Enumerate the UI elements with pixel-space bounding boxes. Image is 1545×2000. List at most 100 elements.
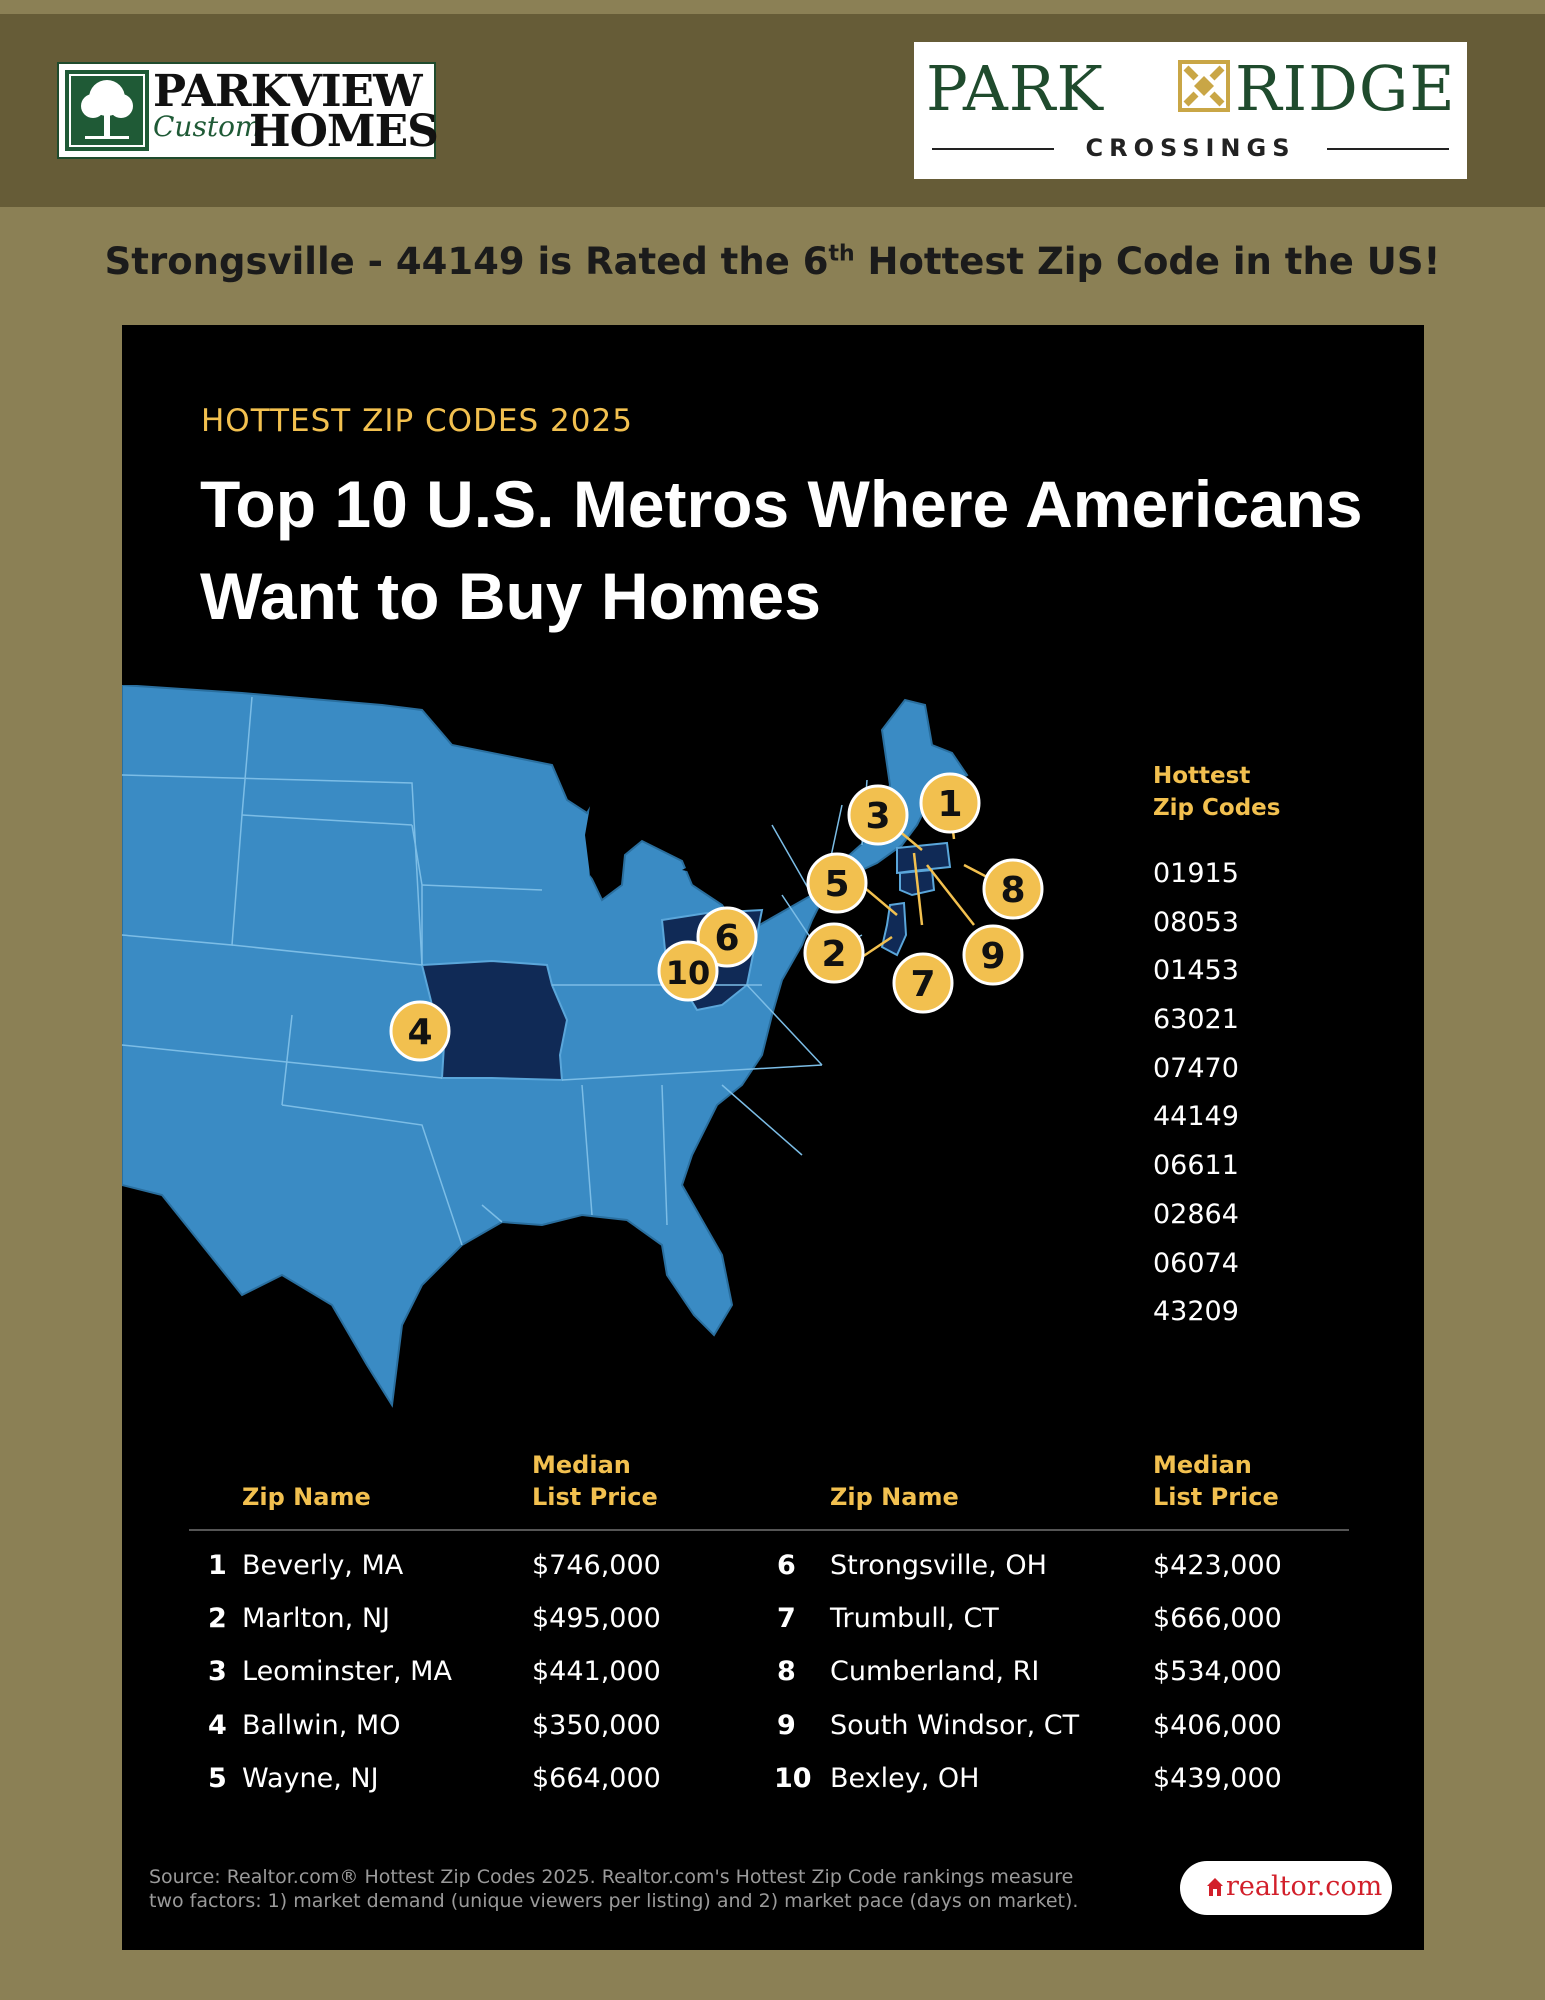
row-name: Marlton, NJ	[242, 1603, 390, 1634]
row-rank: 9	[777, 1710, 796, 1741]
row-rank: 10	[774, 1763, 812, 1794]
rank-marker-7: 7	[892, 952, 954, 1014]
rank-marker-2: 2	[803, 922, 865, 984]
logo-word-crossings: CROSSINGS	[1085, 134, 1296, 162]
rank-marker-label: 5	[824, 864, 849, 905]
rank-marker-circle	[696, 906, 758, 968]
row-price: $666,000	[1153, 1603, 1282, 1634]
zip-code-item: 07470	[1153, 1052, 1239, 1084]
row-price: $406,000	[1153, 1710, 1282, 1741]
zip-code-item: 43209	[1153, 1296, 1239, 1328]
marker-leader-2	[861, 935, 893, 959]
rank-marker-6: 6	[696, 906, 758, 968]
row-rank: 5	[208, 1763, 227, 1794]
row-name: Leominster, MA	[242, 1656, 452, 1687]
row-name: Strongsville, OH	[830, 1550, 1047, 1581]
row-rank: 6	[777, 1550, 796, 1581]
row-price: $423,000	[1153, 1550, 1282, 1581]
realtor-logo: realtor.com	[1180, 1861, 1392, 1915]
rank-marker-label: 7	[910, 964, 935, 1005]
row-rank: 7	[777, 1603, 796, 1634]
source-line-1: Source: Realtor.com® Hottest Zip Codes 2…	[149, 1866, 1074, 1888]
row-name: Cumberland, RI	[830, 1656, 1040, 1687]
logo-rule-right	[1327, 148, 1449, 150]
row-rank: 1	[208, 1550, 227, 1581]
lake-erie	[682, 845, 762, 875]
logo-word-parkview: PARKVIEW	[153, 66, 423, 117]
zip-code-item: 02864	[1153, 1198, 1239, 1230]
lake-superior	[452, 730, 562, 750]
rank-marker-circle	[803, 922, 865, 984]
table-header-price-left: Median List Price	[532, 1449, 658, 1513]
logo-word-park: PARK	[926, 52, 1104, 125]
row-price: $534,000	[1153, 1656, 1282, 1687]
row-rank: 8	[777, 1656, 796, 1687]
row-price: $746,000	[532, 1550, 661, 1581]
table-divider	[189, 1529, 1349, 1531]
rank-marker-circle	[919, 772, 981, 834]
marker-leader-9	[926, 864, 975, 926]
table-header-price-line-2: List Price	[532, 1483, 658, 1511]
table-header-price-right: Median List Price	[1153, 1449, 1279, 1513]
rank-marker-9: 9	[962, 924, 1024, 986]
rank-marker-label: 2	[821, 934, 846, 975]
rank-marker-5: 5	[806, 852, 868, 914]
markers-layer: 1 2 3 4 5 6 7 8 9 10	[389, 772, 1044, 1062]
lake-michigan	[585, 785, 614, 890]
table-header-price-line-1: Median	[1153, 1451, 1252, 1479]
us-map	[122, 685, 969, 1408]
rank-marker-label: 8	[1000, 870, 1025, 911]
rank-marker-4: 4	[389, 1000, 451, 1062]
row-name: Bexley, OH	[830, 1763, 980, 1794]
legend-title-line-2: Zip Codes	[1153, 795, 1281, 821]
rank-marker-circle	[806, 852, 868, 914]
source-note: Source: Realtor.com® Hottest Zip Codes 2…	[149, 1865, 1149, 1913]
table-header-price-line-2: List Price	[1153, 1483, 1279, 1511]
marker-leader-7	[912, 852, 924, 926]
logo-word-homes: HOMES	[249, 106, 439, 157]
infographic-title: Top 10 U.S. Metros Where Americans Want …	[200, 467, 1363, 633]
logo-rule-left	[932, 148, 1054, 150]
rank-marker-8: 8	[982, 858, 1044, 920]
zip-code-item: 06611	[1153, 1150, 1239, 1182]
page-headline: Strongsville - 44149 is Rated the 6th Ho…	[0, 240, 1545, 283]
table-header-price-line-1: Median	[532, 1451, 631, 1479]
row-name: Trumbull, CT	[830, 1603, 999, 1634]
logo-word-custom: Custom	[153, 110, 262, 143]
crossed-square-icon	[1178, 60, 1230, 112]
rank-marker-circle	[892, 952, 954, 1014]
zip-code-item: 08053	[1153, 906, 1239, 938]
table-header-zip-right: Zip Name	[830, 1483, 959, 1511]
rank-marker-circle	[389, 1000, 451, 1062]
tree-icon	[65, 70, 149, 151]
rank-marker-label: 3	[865, 796, 890, 837]
rank-marker-10: 10	[657, 940, 719, 1002]
zip-code-list: 01915 08053 01453 63021 07470 44149 0661…	[1153, 850, 1239, 1337]
top-border	[0, 0, 1545, 14]
headline-superscript: th	[828, 241, 855, 267]
infographic-panel: HOTTEST ZIP CODES 2025 Top 10 U.S. Metro…	[122, 325, 1424, 1950]
zip-code-item: 01453	[1153, 955, 1239, 987]
table-header-zip-left: Zip Name	[242, 1483, 371, 1511]
park-ridge-crossings-logo: PARK RIDGE CROSSINGS	[914, 42, 1467, 179]
zip-code-item: 63021	[1153, 1004, 1239, 1036]
zip-code-item: 06074	[1153, 1247, 1239, 1279]
rank-marker-label: 4	[407, 1012, 432, 1053]
row-price: $350,000	[532, 1710, 661, 1741]
row-price: $441,000	[532, 1656, 661, 1687]
parkview-custom-homes-logo: PARKVIEW Custom HOMES	[57, 62, 439, 159]
row-name: South Windsor, CT	[830, 1710, 1080, 1741]
rank-marker-circle	[962, 924, 1024, 986]
row-rank: 2	[208, 1603, 227, 1634]
realtor-wordmark: realtor.com	[1226, 1871, 1383, 1902]
headline-text: Strongsville - 44149 is Rated the 6	[104, 240, 829, 283]
rank-marker-circle	[847, 784, 909, 846]
zip-code-item: 01915	[1153, 858, 1239, 889]
house-icon	[1207, 1878, 1223, 1896]
legend-title-line-1: Hottest	[1153, 763, 1251, 789]
row-rank: 4	[208, 1710, 227, 1741]
source-line-2: two factors: 1) market demand (unique vi…	[149, 1890, 1079, 1912]
logo-word-ridge: RIDGE	[1235, 52, 1456, 125]
infographic-kicker: HOTTEST ZIP CODES 2025	[201, 403, 633, 439]
zip-code-item: 44149	[1153, 1101, 1239, 1133]
